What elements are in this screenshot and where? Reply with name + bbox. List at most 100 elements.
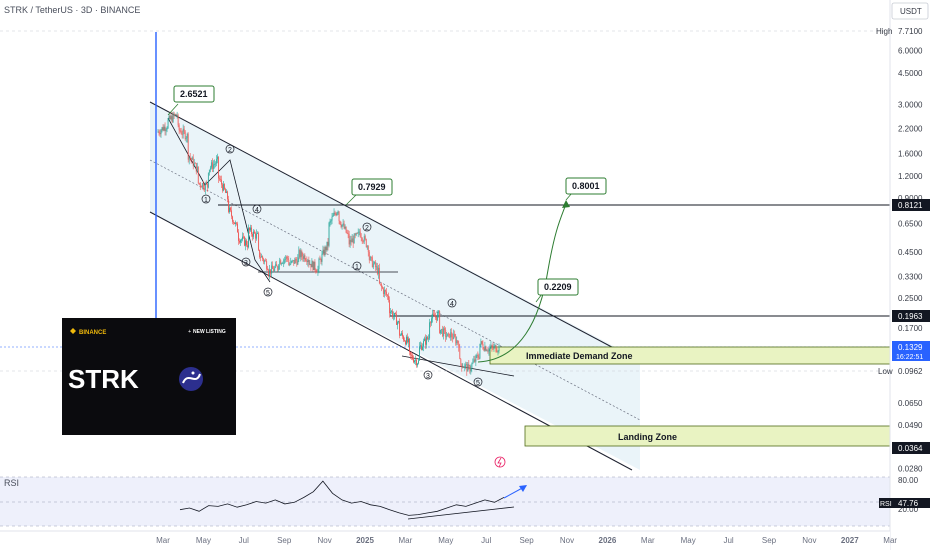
wave-circle-3b xyxy=(423,370,433,380)
level-0-0364-tag xyxy=(892,442,930,454)
candle-body-211 xyxy=(369,256,371,261)
rsi-tag-label: RSI xyxy=(880,501,892,508)
projection-arrow xyxy=(562,200,570,208)
candle-body-306 xyxy=(465,364,467,365)
event-marker-icon[interactable] xyxy=(494,456,506,468)
candle-body-152 xyxy=(310,263,312,268)
current-price-tag xyxy=(892,341,930,361)
candle-body-132 xyxy=(290,260,292,265)
candle-body-207 xyxy=(365,239,367,247)
candle-body-219 xyxy=(377,267,379,275)
candle-body-260 xyxy=(419,346,420,361)
candle-body-7 xyxy=(164,126,166,131)
candle-body-294 xyxy=(453,333,455,339)
candle-body-18 xyxy=(175,114,177,116)
candle-body-206 xyxy=(364,236,366,240)
time-tick-12: Mar xyxy=(641,536,655,545)
candle-body-303 xyxy=(462,367,464,369)
candle-body-230 xyxy=(389,299,390,314)
candle-body-127 xyxy=(285,256,287,260)
candle-body-102 xyxy=(260,257,262,258)
candle-body-216 xyxy=(374,261,376,268)
candle-body-180 xyxy=(338,211,340,221)
candle-body-201 xyxy=(359,231,361,237)
candle-body-50 xyxy=(207,172,209,188)
candle-body-281 xyxy=(440,329,442,334)
candle-body-59 xyxy=(216,156,218,160)
lightning-icon xyxy=(497,457,502,468)
candle-body-224 xyxy=(382,288,384,294)
candle-body-297 xyxy=(456,340,458,344)
candle-body-176 xyxy=(334,212,336,214)
candle-body-140 xyxy=(298,250,300,258)
candle-body-302 xyxy=(461,363,463,368)
candle-body-158 xyxy=(316,271,318,273)
time-axis[interactable] xyxy=(0,531,890,550)
callout-0-2209-label: 0.2209 xyxy=(544,282,572,292)
candle-body-116 xyxy=(274,267,276,271)
candle-body-299 xyxy=(458,343,460,348)
chart-title: STRK / TetherUS · 3D · BINANCE xyxy=(4,5,140,15)
currency-button[interactable] xyxy=(891,2,929,20)
candle-body-276 xyxy=(435,316,437,318)
candle-body-41 xyxy=(198,183,200,184)
wave-label-4b: 4 xyxy=(450,301,454,308)
candle-body-118 xyxy=(276,264,278,267)
candle-body-301 xyxy=(460,358,462,364)
candle-body-3 xyxy=(160,130,162,135)
candle-body-128 xyxy=(286,256,288,259)
candle-body-267 xyxy=(426,336,428,345)
candle-body-196 xyxy=(354,234,356,236)
callout-0-2209: 0.2209 xyxy=(535,278,579,303)
candle-body-268 xyxy=(427,336,429,340)
candle-body-135 xyxy=(293,259,295,264)
callout-0-8001-label: 0.8001 xyxy=(572,181,600,191)
candle-body-198 xyxy=(356,233,358,234)
candle-body-162 xyxy=(320,259,322,262)
candle-body-20 xyxy=(177,114,179,126)
price-tick-11: 0.2500 xyxy=(898,294,923,303)
time-tick-18: Mar xyxy=(883,536,897,545)
candle-body-244 xyxy=(403,336,404,341)
candle-body-145 xyxy=(303,255,305,259)
candle-body-95 xyxy=(253,231,255,237)
candle-body-109 xyxy=(267,268,269,271)
candle-body-273 xyxy=(432,313,434,319)
candle-body-4 xyxy=(161,127,163,131)
candle-body-274 xyxy=(433,313,435,315)
candle-body-123 xyxy=(281,263,283,265)
high-value: 7.7100 xyxy=(898,27,923,36)
candle-body-40 xyxy=(197,166,199,184)
candle-body-171 xyxy=(329,221,331,223)
candle-body-215 xyxy=(373,261,375,264)
price-tick-14: 0.0490 xyxy=(898,421,923,430)
candle-body-248 xyxy=(407,336,408,343)
candle-body-120 xyxy=(278,265,280,270)
candle-body-275 xyxy=(434,314,436,317)
candle-body-287 xyxy=(446,336,448,338)
candle-body-159 xyxy=(317,268,319,273)
candle-body-72 xyxy=(230,207,231,211)
candle-body-144 xyxy=(302,256,304,259)
candle-body-214 xyxy=(372,263,374,268)
candle-body-323 xyxy=(482,343,484,349)
candle-body-257 xyxy=(416,359,417,366)
candle-body-126 xyxy=(284,259,286,260)
candle-body-312 xyxy=(471,363,473,369)
candle-body-335 xyxy=(494,345,496,347)
projection-path xyxy=(477,203,567,363)
candle-body-195 xyxy=(353,234,355,244)
price-axis[interactable] xyxy=(890,0,932,550)
rsi-line xyxy=(179,480,505,516)
candle-body-304 xyxy=(463,367,465,369)
wave-circle-2a xyxy=(225,144,235,154)
candle-body-105 xyxy=(263,258,265,262)
level-0-1963-value: 0.1963 xyxy=(898,312,923,321)
rsi-arrow-head xyxy=(519,485,527,492)
candle-body-77 xyxy=(235,222,236,224)
candle-body-200 xyxy=(358,231,360,233)
candle-body-122 xyxy=(280,260,282,265)
candle-body-319 xyxy=(478,357,480,359)
candle-body-197 xyxy=(355,233,357,236)
